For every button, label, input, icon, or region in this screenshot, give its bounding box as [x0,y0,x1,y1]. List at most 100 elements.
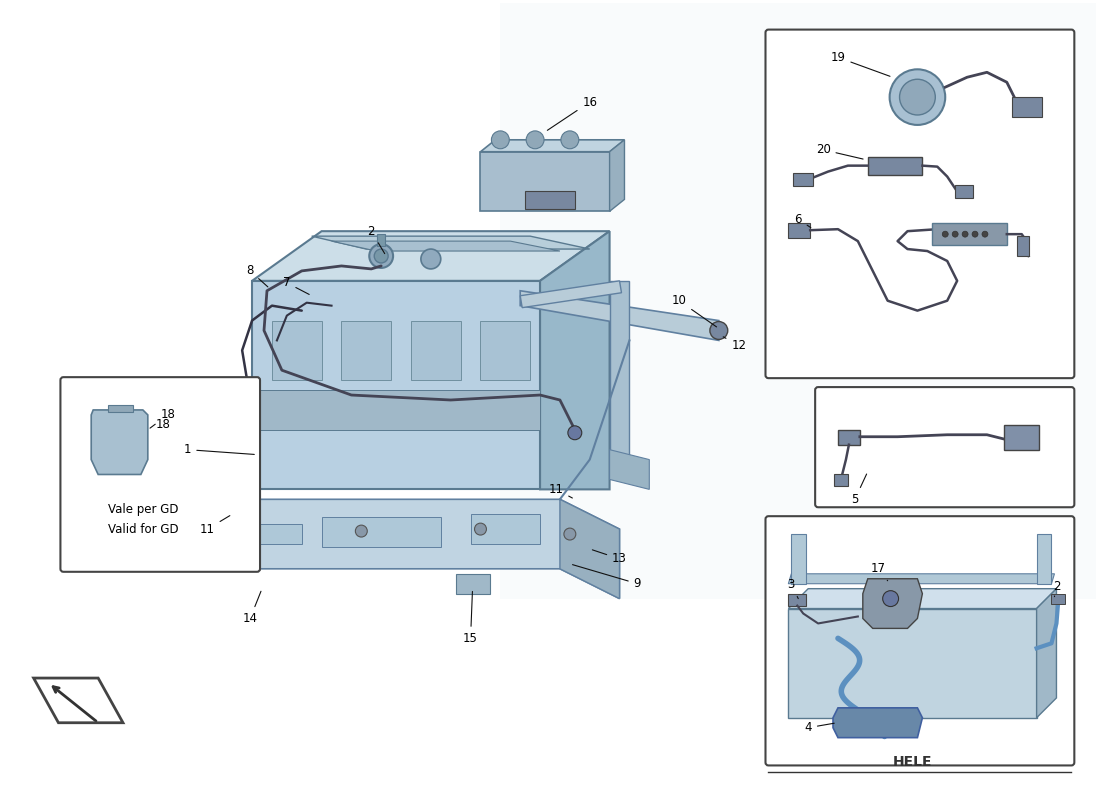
FancyBboxPatch shape [815,387,1075,507]
Text: 8: 8 [246,265,268,287]
Bar [955,185,974,198]
Polygon shape [833,708,923,738]
Polygon shape [471,514,540,544]
Polygon shape [331,241,560,251]
Bar [834,474,848,486]
Circle shape [561,131,579,149]
Text: 2: 2 [1053,580,1060,597]
Polygon shape [341,321,392,380]
Circle shape [882,590,899,606]
Bar [1016,236,1028,256]
Text: Valid for GD: Valid for GD [108,522,178,535]
Polygon shape [540,231,609,490]
Text: HELE: HELE [893,755,932,770]
Bar [789,594,806,606]
Polygon shape [377,234,385,246]
Polygon shape [481,152,609,211]
Text: 13: 13 [593,550,627,566]
Polygon shape [272,321,321,380]
Text: 15: 15 [463,591,478,645]
Polygon shape [91,410,147,474]
Polygon shape [520,281,621,308]
Text: 7: 7 [283,276,309,294]
Text: 20: 20 [816,143,864,159]
Polygon shape [252,281,540,490]
Polygon shape [520,290,718,341]
Text: 19: 19 [830,51,890,76]
Circle shape [242,378,252,388]
FancyBboxPatch shape [766,516,1075,766]
Text: europaparts: europaparts [101,366,602,434]
Text: 16: 16 [548,95,597,130]
Circle shape [374,249,388,263]
Text: 2: 2 [367,225,385,254]
Polygon shape [789,609,1036,718]
Polygon shape [560,499,619,598]
Bar [1052,594,1066,603]
Circle shape [982,231,988,237]
Circle shape [474,523,486,535]
Polygon shape [609,281,629,459]
Circle shape [370,244,393,268]
Circle shape [564,528,575,540]
Bar [793,173,813,186]
Text: 18: 18 [150,408,175,428]
Bar [1012,97,1042,117]
Bar [525,191,575,210]
Text: 4: 4 [804,722,834,734]
Text: 3: 3 [788,578,799,598]
FancyBboxPatch shape [60,377,260,572]
Bar [933,223,1006,245]
Circle shape [421,249,441,269]
Text: a passion for parts since 1985: a passion for parts since 1985 [214,430,508,490]
Polygon shape [232,524,301,544]
Polygon shape [208,499,619,598]
Text: 6: 6 [794,213,811,228]
Text: Vale per GD: Vale per GD [108,502,178,516]
Text: 5: 5 [851,474,867,506]
Text: 11: 11 [200,516,230,535]
Polygon shape [252,231,609,281]
Bar [868,157,923,174]
Polygon shape [311,236,590,249]
Polygon shape [455,574,491,594]
Bar [789,223,811,238]
Bar [838,430,860,445]
Circle shape [900,79,935,115]
Polygon shape [609,450,649,490]
Polygon shape [862,578,923,629]
Circle shape [568,426,582,440]
Polygon shape [791,534,806,584]
Circle shape [943,231,948,237]
Bar [1004,425,1038,450]
Polygon shape [321,517,441,547]
Circle shape [249,531,260,543]
Polygon shape [1036,534,1052,584]
Circle shape [355,525,367,537]
Polygon shape [208,510,257,569]
Text: 14: 14 [243,591,261,625]
Circle shape [526,131,544,149]
Text: 12: 12 [723,337,746,352]
Text: 1: 1 [184,443,254,456]
Polygon shape [789,574,1055,584]
Polygon shape [108,405,133,412]
Polygon shape [252,390,540,430]
Circle shape [953,231,958,237]
Polygon shape [1036,589,1056,718]
Circle shape [492,131,509,149]
Circle shape [710,322,728,339]
Text: 11: 11 [549,483,572,498]
FancyBboxPatch shape [766,30,1075,378]
Polygon shape [789,589,1056,609]
Polygon shape [609,140,625,211]
Circle shape [972,231,978,237]
Polygon shape [411,321,461,380]
Polygon shape [481,321,530,380]
Text: 9: 9 [572,565,641,590]
Circle shape [962,231,968,237]
Text: 18: 18 [155,418,170,431]
Text: 10: 10 [672,294,716,327]
Circle shape [890,70,945,125]
Polygon shape [481,140,625,152]
